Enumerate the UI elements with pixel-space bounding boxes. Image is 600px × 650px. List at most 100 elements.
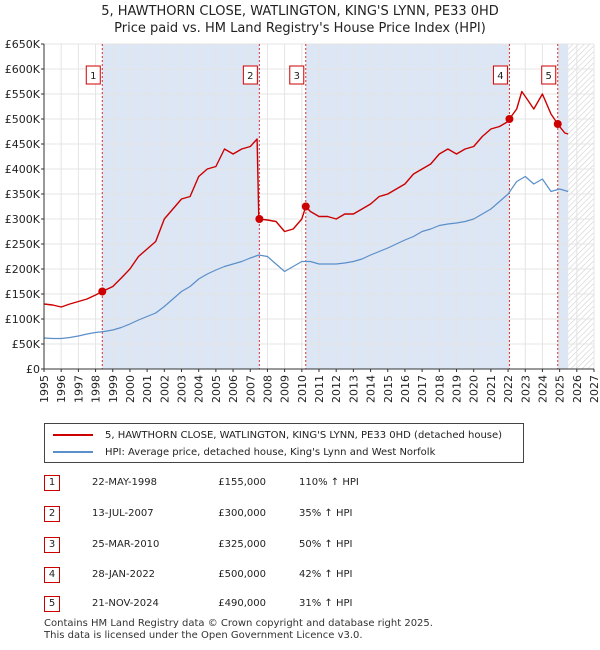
sale-label-box bbox=[289, 65, 305, 85]
transaction-hpi-diff: 110% ↑ HPI bbox=[299, 477, 359, 488]
y-tick-label: £300K bbox=[5, 213, 41, 226]
sale-label: 1 bbox=[90, 71, 96, 82]
sale-label: 4 bbox=[497, 71, 503, 82]
transaction-price: £155,000 bbox=[218, 477, 266, 488]
forecast-hatch bbox=[568, 44, 594, 369]
transaction-number: 1 bbox=[44, 475, 60, 491]
sale-label-box bbox=[242, 65, 258, 85]
x-tick-label: 1999 bbox=[107, 375, 120, 403]
x-tick-label: 2007 bbox=[244, 375, 257, 403]
transaction-number: 4 bbox=[44, 567, 60, 583]
sale-point bbox=[301, 202, 310, 211]
legend-label-hpi: HPI: Average price, detached house, King… bbox=[105, 446, 436, 458]
x-tick-label: 2023 bbox=[519, 375, 532, 403]
transaction-date: 25-MAR-2010 bbox=[92, 539, 160, 550]
hpi-line bbox=[43, 175, 569, 340]
x-tick-label: 2015 bbox=[382, 375, 395, 403]
legend-item-hpi: HPI: Average price, detached house, King… bbox=[53, 444, 435, 460]
chart-title: 5, HAWTHORN CLOSE, WATLINGTON, KING'S LY… bbox=[101, 4, 499, 19]
y-tick-label: £550K bbox=[5, 88, 41, 101]
transaction-hpi-diff: 42% ↑ HPI bbox=[299, 569, 353, 580]
x-tick-label: 2008 bbox=[261, 375, 274, 403]
x-tick-label: 2011 bbox=[313, 375, 326, 403]
y-tick-label: £200K bbox=[5, 263, 41, 276]
sale-label: 3 bbox=[294, 71, 300, 82]
x-tick-label: 2021 bbox=[485, 375, 498, 403]
legend-swatch-hpi bbox=[53, 451, 93, 453]
x-tick-label: 2010 bbox=[296, 375, 309, 403]
transaction-date: 22-MAY-1998 bbox=[92, 477, 158, 488]
property-price-line bbox=[43, 90, 569, 308]
transaction-row: 3 25-MAR-2010 £325,000 50% ↑ HPI bbox=[44, 535, 464, 555]
footer-notice: Contains HM Land Registry data © Crown c… bbox=[44, 618, 433, 642]
x-tick-label: 1996 bbox=[55, 375, 68, 403]
transaction-row: 5 21-NOV-2024 £490,000 31% ↑ HPI bbox=[44, 594, 464, 614]
legend-label-property: 5, HAWTHORN CLOSE, WATLINGTON, KING'S LY… bbox=[105, 429, 503, 441]
x-tick-label: 2020 bbox=[468, 375, 481, 403]
transaction-price: £500,000 bbox=[218, 569, 266, 580]
y-tick-label: £150K bbox=[5, 288, 41, 301]
x-tick-label: 2001 bbox=[141, 375, 154, 403]
chart-subtitle: Price paid vs. HM Land Registry's House … bbox=[114, 21, 486, 36]
transaction-date: 13-JUL-2007 bbox=[92, 508, 154, 519]
x-tick-label: 2022 bbox=[502, 375, 515, 403]
transaction-price: £300,000 bbox=[218, 508, 266, 519]
footer-copyright: Contains HM Land Registry data © Crown c… bbox=[44, 618, 433, 629]
x-tick-label: 2004 bbox=[193, 375, 206, 403]
sale-point bbox=[255, 215, 264, 223]
y-tick-label: £350K bbox=[5, 188, 41, 201]
transaction-row: 4 28-JAN-2022 £500,000 42% ↑ HPI bbox=[44, 565, 464, 585]
transaction-hpi-diff: 35% ↑ HPI bbox=[299, 508, 353, 519]
x-tick-label: 2013 bbox=[347, 375, 360, 403]
transaction-hpi-diff: 31% ↑ HPI bbox=[299, 598, 353, 609]
y-tick-label: £450K bbox=[5, 138, 41, 151]
sale-label-box bbox=[492, 65, 508, 85]
x-tick-label: 2016 bbox=[399, 375, 412, 403]
sale-label: 2 bbox=[247, 71, 253, 82]
y-tick-label: £500K bbox=[5, 113, 41, 126]
sale-label-box bbox=[541, 65, 557, 85]
transaction-number: 5 bbox=[44, 596, 60, 612]
x-tick-label: 2017 bbox=[416, 375, 429, 403]
x-tick-label: 2019 bbox=[451, 375, 464, 403]
transaction-date: 28-JAN-2022 bbox=[92, 569, 156, 580]
footer-licence: This data is licensed under the Open Gov… bbox=[44, 630, 363, 641]
y-tick-label: £0 bbox=[26, 363, 40, 376]
x-tick-label: 2002 bbox=[158, 375, 171, 403]
legend-swatch-property bbox=[53, 434, 93, 436]
x-tick-label: 2025 bbox=[554, 375, 567, 403]
x-tick-label: 2014 bbox=[365, 375, 378, 403]
transaction-hpi-diff: 50% ↑ HPI bbox=[299, 539, 353, 550]
y-tick-label: £250K bbox=[5, 238, 41, 251]
ownership-shade bbox=[102, 44, 260, 369]
x-tick-label: 1998 bbox=[90, 375, 103, 403]
ownership-shade bbox=[557, 44, 569, 369]
sale-point bbox=[98, 287, 107, 296]
transaction-price: £490,000 bbox=[218, 598, 266, 609]
x-tick-label: 2026 bbox=[571, 375, 584, 403]
y-tick-label: £100K bbox=[5, 313, 41, 326]
y-tick-label: £50K bbox=[12, 338, 41, 351]
price-chart: 1 2 3 4 5 £0 £50K £100K £150K £200K £250K £300K £35… bbox=[5, 38, 600, 403]
y-tick-label: £600K bbox=[5, 63, 41, 76]
legend-item-property: 5, HAWTHORN CLOSE, WATLINGTON, KING'S LY… bbox=[53, 427, 502, 443]
sale-point bbox=[505, 115, 514, 123]
sale-label-box bbox=[85, 65, 101, 85]
ownership-shade bbox=[305, 44, 510, 369]
y-tick-label: £650K bbox=[5, 38, 41, 51]
y-tick-label: £400K bbox=[5, 163, 41, 176]
transaction-row: 1 22-MAY-1998 £155,000 110% ↑ HPI bbox=[44, 473, 464, 493]
x-tick-label: 2006 bbox=[227, 375, 240, 403]
sale-label: 5 bbox=[546, 71, 552, 82]
transaction-number: 3 bbox=[44, 537, 60, 553]
x-tick-label: 2003 bbox=[176, 375, 189, 403]
transaction-date: 21-NOV-2024 bbox=[92, 598, 159, 609]
x-tick-label: 1995 bbox=[38, 375, 51, 403]
x-tick-label: 2005 bbox=[210, 375, 223, 403]
x-tick-label: 2009 bbox=[279, 375, 292, 403]
x-tick-label: 2018 bbox=[433, 375, 446, 403]
transaction-row: 2 13-JUL-2007 £300,000 35% ↑ HPI bbox=[44, 504, 464, 524]
x-tick-label: 1997 bbox=[72, 375, 85, 403]
transaction-number: 2 bbox=[44, 506, 60, 522]
sale-point bbox=[553, 120, 562, 128]
